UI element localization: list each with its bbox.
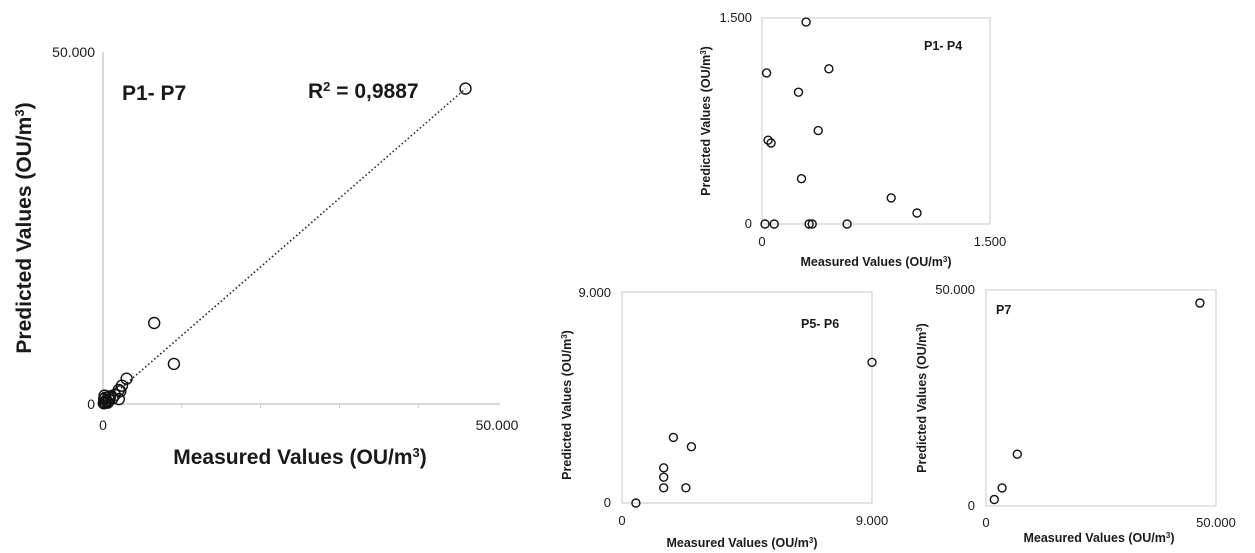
p1p4-x-axis-title: Measured Values (OU/m3) xyxy=(800,255,951,270)
main-r-squared-annotation: R2 = 0,9887 xyxy=(308,79,419,104)
p5p6-point-4 xyxy=(668,432,679,443)
p1p4-y-axis-title: Predicted Values (OU/m3) xyxy=(699,46,714,196)
p7-x-tick-min: 0 xyxy=(982,515,989,530)
main-y-tick-max: 50.000 xyxy=(52,44,95,60)
p1p4-x-tick-max: 1.500 xyxy=(974,234,1007,249)
p5p6-x-tick-max: 9.000 xyxy=(856,513,889,528)
main-point-19 xyxy=(147,316,161,330)
p7-data-points xyxy=(989,298,1205,505)
scatter-panel-p1-p4: 1.500 0 0 1.500 P1- P4 Measured Values (… xyxy=(699,10,1007,269)
scatter-panel-p5-p6: 9.000 0 0 9.000 P5- P6 Measured Values (… xyxy=(560,285,889,550)
main-point-21 xyxy=(459,82,472,95)
p7-panel-label: P7 xyxy=(996,303,1011,317)
p1p4-point-4 xyxy=(813,125,823,136)
p1p4-point-10 xyxy=(760,219,770,229)
main-point-18 xyxy=(120,372,133,385)
main-y-tick-min: 0 xyxy=(87,396,95,412)
p5p6-point-6 xyxy=(686,442,697,452)
p1p4-y-tick-max: 1.500 xyxy=(719,10,752,25)
p5p6-point-2 xyxy=(659,472,669,482)
main-x-tick-max: 50.000 xyxy=(476,417,519,433)
p7-y-tick-max: 50.000 xyxy=(935,282,975,297)
p5p6-y-axis-title: Predicted Values (OU/m3) xyxy=(560,330,575,480)
p1p4-point-6 xyxy=(766,138,776,148)
p7-x-tick-max: 50.000 xyxy=(1196,515,1236,530)
p5p6-point-1 xyxy=(659,463,669,473)
p1p4-point-0 xyxy=(761,68,772,78)
main-trendline xyxy=(102,87,467,405)
main-x-tick-marks xyxy=(181,404,419,408)
main-x-tick-min: 0 xyxy=(99,417,107,433)
p1p4-data-points xyxy=(760,17,922,229)
p1p4-point-11 xyxy=(769,219,779,229)
p1p4-point-12 xyxy=(804,219,814,229)
main-point-15 xyxy=(114,385,127,398)
p1p4-point-3 xyxy=(793,87,804,97)
main-point-20 xyxy=(167,357,181,371)
p1p4-point-14 xyxy=(842,219,852,229)
p5p6-data-points xyxy=(631,357,877,508)
p7-point-1 xyxy=(997,483,1007,493)
main-point-17 xyxy=(112,383,126,397)
p1p4-plot-frame xyxy=(761,17,991,225)
main-y-axis-title: Predicted Values (OU/m3) xyxy=(12,102,37,353)
p1p4-y-tick-min: 0 xyxy=(745,216,752,231)
p5p6-panel-label: P5- P6 xyxy=(801,317,839,331)
main-x-axis-title: Measured Values (OU/m3) xyxy=(173,445,427,470)
p5p6-point-0 xyxy=(631,498,641,508)
main-panel-label: P1- P7 xyxy=(122,82,186,105)
p5p6-plot-frame xyxy=(621,291,873,504)
p1p4-point-5 xyxy=(763,135,773,145)
p5p6-x-tick-min: 0 xyxy=(618,513,625,528)
scatter-panel-p1-p7: 50.000 0 0 50.000 P1- P7 R2 = 0,9887 Mea… xyxy=(12,44,519,469)
scatter-panel-p7: 50.000 0 0 50.000 P7 Measured Values (OU… xyxy=(915,282,1236,545)
p7-x-axis-title: Measured Values (OU/m3) xyxy=(1023,531,1174,546)
p1p4-point-1 xyxy=(801,17,811,27)
p7-y-axis-title: Predicted Values (OU/m3) xyxy=(915,323,930,473)
p5p6-point-5 xyxy=(681,483,691,493)
p1p4-point-7 xyxy=(796,173,807,184)
p1p4-point-9 xyxy=(912,208,922,218)
p1p4-panel-label: P1- P4 xyxy=(924,39,962,53)
p7-point-2 xyxy=(1012,449,1022,459)
p5p6-x-axis-title: Measured Values (OU/m3) xyxy=(666,536,817,551)
p7-y-tick-min: 0 xyxy=(968,498,975,513)
p5p6-y-tick-min: 0 xyxy=(604,495,611,510)
p1p4-point-8 xyxy=(886,193,896,203)
main-point-14 xyxy=(112,392,126,406)
p5p6-point-7 xyxy=(867,357,877,367)
p1p4-x-tick-min: 0 xyxy=(758,234,765,249)
p7-plot-frame xyxy=(985,289,1217,507)
p1p4-point-13 xyxy=(807,219,817,229)
p5p6-y-tick-max: 9.000 xyxy=(578,285,611,300)
p5p6-point-3 xyxy=(659,483,669,493)
p1p4-point-2 xyxy=(824,64,834,74)
main-data-points xyxy=(97,82,472,410)
p7-point-0 xyxy=(989,494,999,505)
p7-point-3 xyxy=(1195,298,1205,308)
